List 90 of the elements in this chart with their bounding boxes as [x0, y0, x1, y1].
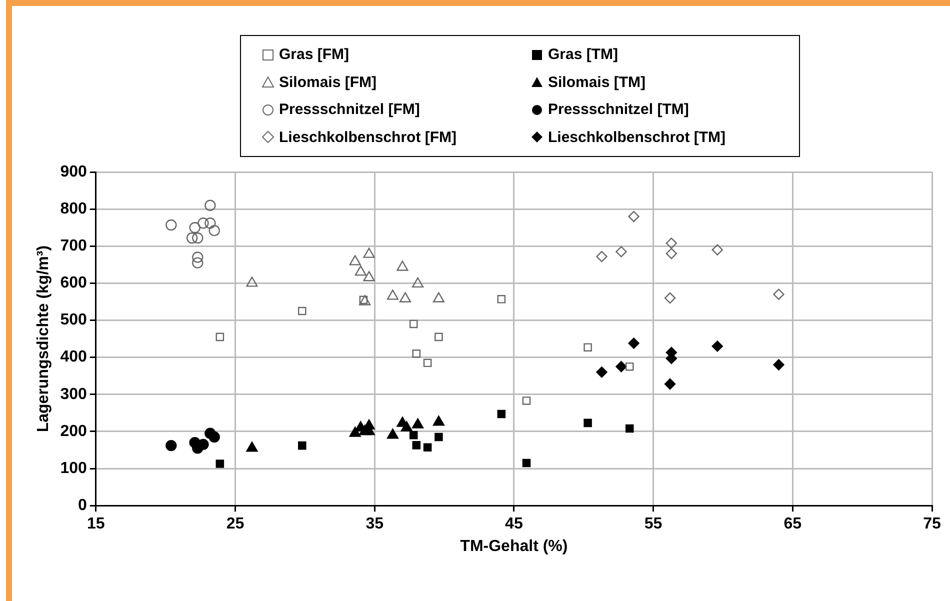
point: [522, 396, 531, 405]
point: [186, 232, 198, 244]
point: [198, 218, 209, 229]
point: [166, 219, 177, 231]
legend-label: Lieschkolbenschrot [FM]: [279, 128, 457, 146]
y-tick-label: 200: [60, 422, 87, 440]
point: [189, 222, 200, 234]
point: [434, 432, 443, 442]
point: [192, 252, 204, 263]
point: [625, 362, 634, 371]
legend-label: Silomais [TM]: [548, 74, 646, 91]
point: [616, 246, 627, 258]
y-tick-label: 600: [60, 274, 87, 292]
x-tick-label: 15: [86, 516, 105, 533]
legend-label: Lieschkolbenschrot [TM]: [548, 128, 726, 146]
point: [399, 292, 412, 302]
point: [432, 416, 444, 426]
point: [354, 265, 366, 276]
point: [192, 232, 204, 244]
point: [712, 340, 723, 352]
x-tick-label: 65: [784, 516, 802, 533]
point: [497, 410, 506, 418]
x-tick-label: 55: [644, 516, 662, 533]
x-tick-label: 75: [923, 516, 941, 533]
y-axis-title: Lagerungsdichte (kg/m³): [35, 245, 52, 432]
legend-label: Silomais [FM]: [279, 74, 377, 91]
y-tick-label: 300: [60, 386, 87, 403]
point: [497, 295, 506, 304]
y-tick-label: 800: [60, 200, 87, 218]
point: [628, 338, 640, 349]
x-tick-label: 45: [505, 516, 523, 533]
point: [432, 292, 444, 302]
point: [192, 257, 204, 268]
point: [412, 277, 424, 288]
legend-label: Gras [TM]: [548, 46, 618, 64]
point: [596, 250, 608, 262]
point: [434, 332, 443, 342]
x-axis-title: TM-Gehalt (%): [460, 538, 568, 555]
point: [298, 441, 306, 450]
point: [423, 443, 432, 452]
x-tick-label: 35: [366, 516, 384, 533]
point: [584, 418, 592, 428]
point: [616, 361, 627, 372]
point: [773, 288, 784, 300]
y-tick-label: 900: [60, 163, 87, 180]
point: [246, 442, 258, 452]
point: [522, 458, 531, 468]
point: [349, 255, 361, 266]
point: [363, 271, 375, 282]
legend-label: Pressschnitzel [TM]: [548, 101, 689, 118]
point: [412, 418, 424, 428]
point: [216, 332, 224, 342]
legend-label: Gras [FM]: [279, 46, 350, 64]
point: [423, 358, 432, 368]
point: [773, 359, 784, 370]
point: [584, 343, 592, 352]
point: [664, 292, 676, 304]
point: [216, 460, 224, 468]
point: [359, 295, 371, 306]
point: [412, 349, 421, 358]
point: [349, 426, 361, 437]
point: [363, 248, 375, 258]
point: [409, 320, 418, 328]
point: [396, 260, 408, 271]
point: [386, 290, 399, 300]
point: [666, 248, 678, 260]
legend-label: Pressschnitzel [FM]: [279, 101, 420, 118]
point: [204, 218, 216, 229]
y-tick-label: 0: [78, 497, 87, 514]
point: [204, 200, 216, 211]
y-tick-label: 700: [60, 238, 87, 255]
y-tick-label: 400: [60, 348, 87, 366]
point: [664, 378, 676, 390]
point: [666, 238, 678, 249]
point: [386, 428, 399, 439]
y-tick-label: 100: [60, 460, 87, 477]
point: [208, 224, 220, 236]
point: [596, 366, 608, 378]
point: [400, 421, 412, 432]
point: [628, 210, 640, 222]
point: [625, 424, 634, 433]
point: [409, 431, 418, 440]
point: [208, 431, 220, 443]
point: [166, 440, 177, 452]
y-tick-label: 500: [60, 312, 87, 329]
point: [412, 441, 421, 450]
point: [712, 244, 723, 256]
x-tick-label: 25: [226, 516, 244, 533]
point: [298, 306, 306, 316]
point: [246, 276, 258, 287]
